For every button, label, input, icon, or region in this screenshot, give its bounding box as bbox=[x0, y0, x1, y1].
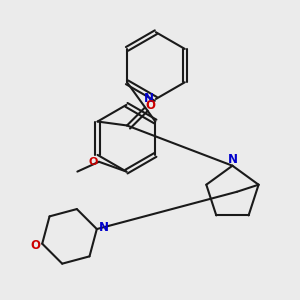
Text: N: N bbox=[227, 152, 237, 166]
Text: N: N bbox=[98, 220, 109, 234]
Text: O: O bbox=[31, 239, 40, 252]
Text: O: O bbox=[89, 157, 98, 167]
Text: O: O bbox=[146, 99, 155, 112]
Text: N: N bbox=[144, 92, 154, 106]
